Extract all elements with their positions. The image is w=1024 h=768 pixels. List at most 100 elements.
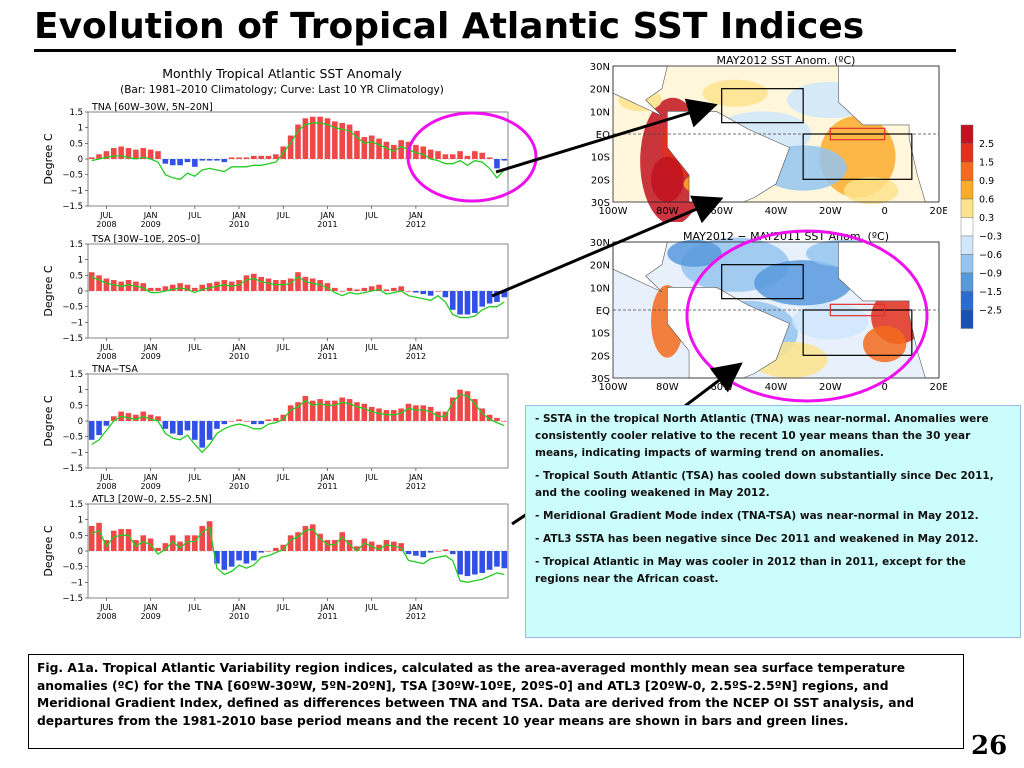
bullet-item: - SSTA in the tropical North Atlantic (T… [535, 413, 989, 459]
x-tick-label: JUL [188, 473, 202, 482]
bar [295, 272, 301, 291]
bar [125, 413, 132, 421]
bar [494, 159, 500, 169]
bar [206, 283, 213, 291]
bar [435, 151, 441, 159]
lat-label: 30S [591, 374, 610, 385]
y-tick-label: −1 [70, 578, 83, 588]
bar [383, 289, 390, 291]
bar [457, 551, 463, 575]
x-tick-label: JUL [99, 211, 113, 220]
bar [155, 287, 161, 291]
bar [309, 278, 316, 291]
y-tick-label: 0.5 [69, 531, 83, 541]
bar [221, 280, 228, 291]
y-tick-label: −1 [70, 318, 83, 328]
bar [346, 287, 353, 291]
y-axis-label: Degree C [42, 525, 55, 577]
bar [376, 544, 382, 551]
y-tick-label: −1.5 [62, 202, 83, 212]
x-tick-label: JUL [364, 211, 378, 220]
bar [236, 157, 242, 159]
y-axis-label: Degree C [42, 265, 55, 317]
bar [206, 159, 213, 161]
bar [258, 155, 264, 159]
bar [295, 532, 301, 551]
x-tick-label: JAN [143, 603, 158, 612]
bar [273, 154, 279, 159]
bar [162, 543, 169, 551]
lon-label: 100W [599, 382, 628, 393]
bar [192, 421, 198, 440]
lon-label: 20W [819, 206, 842, 217]
y-tick-label: 1 [78, 256, 83, 266]
x-tick-label: JAN [320, 211, 335, 220]
bar [390, 410, 397, 421]
bar [398, 543, 404, 551]
bar [346, 399, 353, 421]
x-tick-label: JUL [276, 211, 290, 220]
bullet-item: - Tropical South Atlantic (TSA) has cool… [535, 470, 994, 499]
colorbar-swatch [960, 272, 974, 292]
y-tick-label: 0 [78, 417, 83, 427]
colorbar-legend: 2.5 1.5 0.9 0.6 0.3 −0.3 −0.6 −0.9 −1.5 −2.5 [960, 124, 1002, 329]
bar [346, 124, 353, 159]
title-underline [34, 49, 956, 52]
bar [302, 525, 309, 551]
x-tick-year: 2010 [229, 352, 249, 361]
page-number: 26 [971, 731, 1008, 761]
x-tick-year: 2009 [140, 220, 160, 229]
bar [479, 152, 486, 159]
lon-label: 40W [765, 382, 788, 393]
bar [339, 122, 346, 159]
bar [258, 421, 264, 425]
lon-label: 20W [819, 382, 842, 393]
bar [236, 419, 242, 421]
bar [413, 405, 419, 421]
bar [140, 283, 147, 291]
bar [287, 278, 294, 291]
colorbar-swatch [960, 143, 974, 163]
bar [501, 291, 508, 298]
x-tick-year: 2012 [406, 612, 426, 621]
bar [449, 397, 456, 421]
x-tick-year: 2011 [317, 482, 337, 491]
bar [420, 405, 427, 421]
bar [280, 544, 287, 551]
bar [110, 148, 117, 159]
colorbar-label: −0.9 [979, 269, 1002, 280]
bar [228, 157, 235, 159]
bar [192, 159, 198, 167]
y-tick-label: 0.5 [69, 401, 83, 411]
bar [243, 551, 250, 564]
bar [435, 551, 441, 552]
anomaly-patch [667, 239, 722, 267]
bar [324, 283, 331, 291]
bar [118, 529, 124, 551]
lat-label: 10N [590, 107, 610, 118]
bar [103, 151, 110, 159]
bar [361, 137, 368, 159]
bar [472, 551, 478, 575]
bar [501, 421, 508, 422]
map-title: MAY2012 − MAY2011 SST Anom. (ºC) [683, 230, 889, 243]
bar [486, 291, 493, 304]
y-tick-label: 1 [78, 516, 83, 526]
x-tick-label: JUL [188, 211, 202, 220]
bar [265, 551, 272, 552]
bar [494, 551, 500, 567]
bar [295, 124, 301, 159]
x-tick-year: 2011 [317, 352, 337, 361]
bar [376, 138, 382, 159]
bar [317, 399, 323, 421]
bar [206, 421, 213, 440]
figure-title: Monthly Tropical Atlantic SST Anomaly [162, 66, 402, 81]
bar [192, 535, 198, 551]
bar [177, 283, 183, 291]
panel-label: ATL3 [20W–0, 2.5S–2.5N] [92, 494, 212, 505]
y-tick-label: 1.5 [69, 240, 83, 250]
bar [317, 116, 323, 159]
bar [332, 400, 338, 421]
bar [184, 535, 191, 551]
